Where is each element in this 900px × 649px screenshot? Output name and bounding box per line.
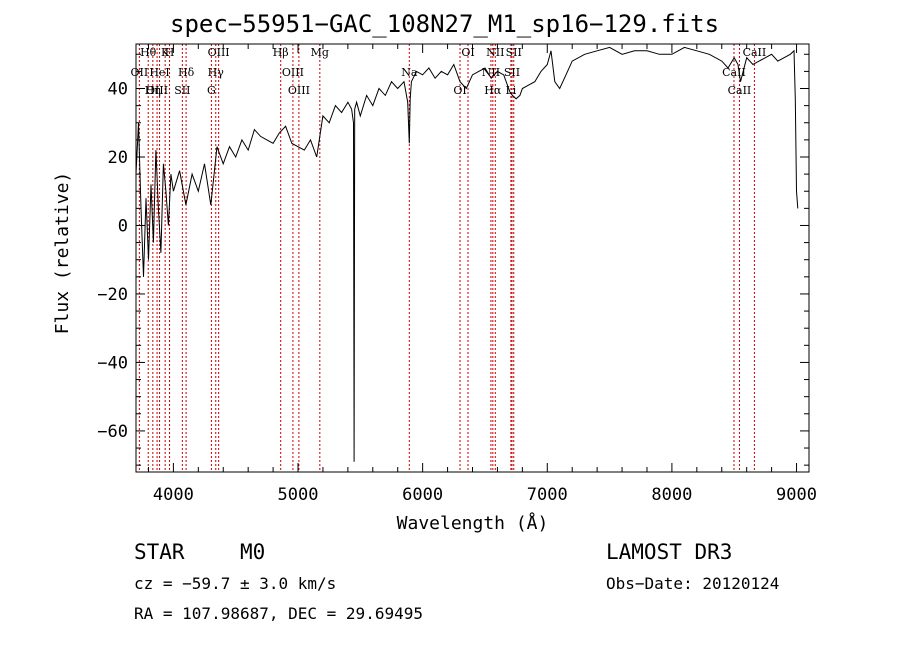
y-tick-label: 0 <box>118 216 128 236</box>
line-marker-label: HeI <box>149 66 169 79</box>
line-marker-label: OI <box>453 84 466 97</box>
line-marker-label: CaII <box>743 46 767 59</box>
y-tick-label: 40 <box>108 80 128 100</box>
x-tick-label: 8000 <box>651 485 692 505</box>
redshift-cz: cz = −59.7 ± 3.0 km/s <box>134 574 337 593</box>
y-tick-label: −20 <box>97 285 128 305</box>
line-marker-label: Hβ <box>273 46 289 59</box>
line-marker-label: SII <box>174 84 190 97</box>
line-marker-label: H <box>165 46 175 59</box>
line-marker-label: OIII <box>288 84 310 97</box>
line-marker-label: Hθ <box>140 46 157 59</box>
line-marker-label: Hη <box>145 84 161 97</box>
line-marker-label: Hδ <box>178 66 195 79</box>
chart-title: spec−55951−GAC_108N27_M1_sp16−129.fits <box>170 10 720 38</box>
x-tick-label: 7000 <box>527 485 568 505</box>
line-marker-label: OI <box>461 46 474 59</box>
x-tick-label: 5000 <box>278 485 319 505</box>
line-marker-label: OIII <box>146 84 168 97</box>
spectrum-series-line <box>135 46 799 462</box>
line-marker-label: SII <box>506 46 522 59</box>
line-marker-label: CaII <box>722 66 746 79</box>
line-marker-label: OIII <box>208 46 230 59</box>
object-subclass: M0 <box>240 540 266 564</box>
line-marker-label: Hα <box>484 84 502 97</box>
line-marker-label: Hγ <box>208 66 225 79</box>
x-axis-label: Wavelength (Å) <box>397 512 549 534</box>
y-tick-label: −60 <box>97 422 128 442</box>
line-marker-label: SII <box>504 66 520 79</box>
x-tick-label: 9000 <box>776 485 817 505</box>
line-marker-labels: Hθ OII OIII K HeI Hη HHδ SII OIII Hγ G Hβ OIII OIII Mg… <box>131 46 767 97</box>
object-class: STAR <box>134 540 185 564</box>
axes: 4000 5000 6000 7000 8000 9000 −60 −40 −20 0 20 40 <box>97 44 817 505</box>
y-tick-label: 20 <box>108 148 128 168</box>
plot-frame <box>135 43 810 473</box>
x-tick-label: 6000 <box>402 485 443 505</box>
y-axis-label: Flux (relative) <box>52 172 73 335</box>
y-tick-label: −40 <box>97 353 128 373</box>
line-marker-label: Mg <box>311 46 329 59</box>
line-marker-label: K <box>161 46 170 59</box>
x-tick-label: 4000 <box>153 485 194 505</box>
line-marker-label: NII <box>482 66 500 79</box>
survey-name: LAMOST DR3 <box>606 540 733 564</box>
ra-dec: RA = 107.98687, DEC = 29.69495 <box>134 604 423 623</box>
line-marker-label: NII <box>486 46 504 59</box>
line-markers <box>138 44 755 472</box>
line-marker-label: G <box>207 84 216 97</box>
obs-date: Obs−Date: 20120124 <box>606 574 780 593</box>
line-marker-label: Li <box>505 84 516 97</box>
line-marker-label: OII <box>131 66 149 79</box>
line-marker-label: OIII <box>282 66 304 79</box>
line-marker-label: Na <box>401 66 418 79</box>
line-marker-label: CaII <box>728 84 752 97</box>
